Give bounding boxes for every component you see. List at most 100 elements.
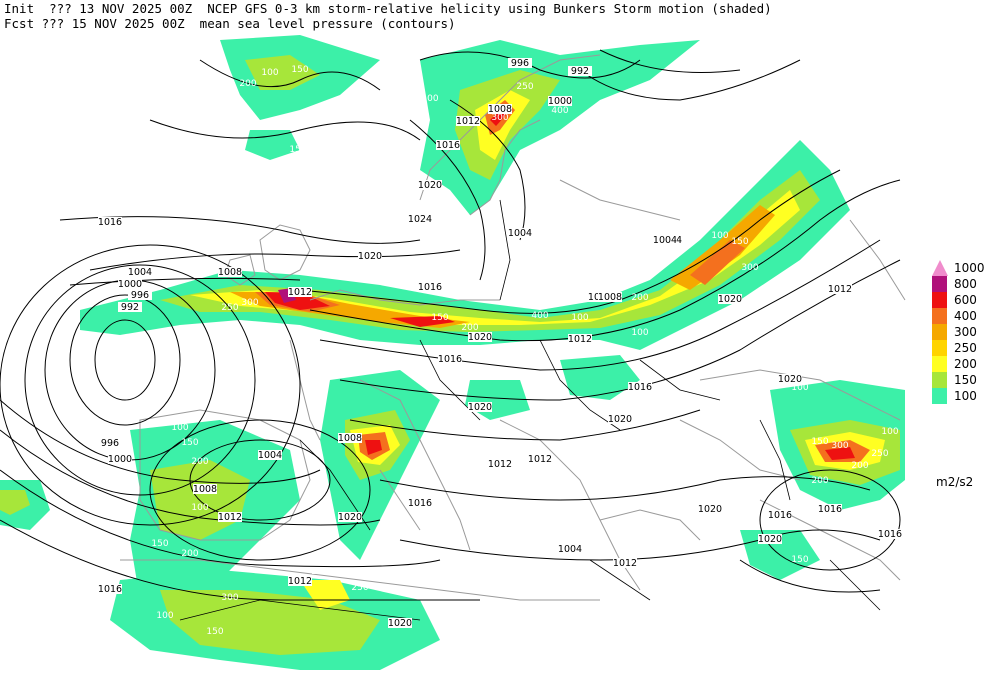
contour-label-bg (653, 235, 677, 245)
contour-label: 1012 (288, 287, 312, 298)
helicity-value-label: 100 (156, 611, 173, 621)
helicity-value-label: 150 (289, 145, 306, 155)
contour-label-bg (388, 618, 412, 628)
contour-label: 1020 (608, 414, 632, 425)
helicity-value-label: 200 (181, 549, 198, 559)
contour-label: 1016 (408, 498, 432, 509)
helicity-value-label: 200 (191, 457, 208, 467)
contour-label-bg (98, 438, 122, 448)
contour-label: 1020 (468, 402, 492, 413)
contour-label: 1020 (358, 251, 382, 262)
contour-label-bg (468, 402, 492, 412)
legend-label: 1000 (954, 261, 985, 275)
helicity-value-label: 150 (751, 133, 768, 143)
contour-label-bg (613, 558, 637, 568)
contour-label: 1016 (98, 584, 122, 595)
helicity-value-label: 200 (631, 293, 648, 303)
contour-label-bg (608, 414, 632, 424)
legend-level-800: 800 (928, 276, 1000, 292)
contour-label-bg (108, 454, 132, 464)
contour-label-bg (258, 450, 282, 460)
contour-label-bg (358, 251, 382, 261)
legend-level-400: 400 (928, 308, 1000, 324)
legend-swatch (932, 324, 947, 340)
helicity-value-label: 100 (171, 423, 188, 433)
helicity-value-label: 300 (831, 441, 848, 451)
contour-label-bg (418, 282, 442, 292)
contour-label: 1012 (528, 454, 552, 465)
helicity-value-label: 150 (291, 65, 308, 75)
contour-label-bg (456, 116, 480, 126)
contour-label: 1012 (288, 576, 312, 587)
contour-label: 1020 (778, 374, 802, 385)
contour-label-bg (408, 498, 432, 508)
contour-label: 1016 (818, 504, 842, 515)
contour-label: 1004 (508, 228, 532, 239)
contour-label: 1016 (628, 382, 652, 393)
helicity-value-label: 100 (791, 383, 808, 393)
legend-swatch (932, 372, 947, 388)
contour-label: 1020 (718, 294, 742, 305)
helicity-value-label: 100 (631, 328, 648, 338)
helicity-value-label: 200 (851, 461, 868, 471)
contour-label-bg (288, 576, 312, 586)
contour-label: 996 (101, 438, 119, 449)
helicity-value-label: 100 (571, 313, 588, 323)
legend-level-250: 250 (928, 340, 1000, 356)
contour-label-bg (118, 279, 142, 289)
helicity-value-label: 100 (421, 94, 438, 104)
contour-label: 1020 (758, 534, 782, 545)
helicity-value-label: 100 (191, 503, 208, 513)
helicity-value-label: 100 (711, 231, 728, 241)
contour-label: 1004 (558, 544, 582, 555)
helicity-value-label: 250 (351, 583, 368, 593)
contour-label-bg (338, 512, 362, 522)
contour-label-bg (468, 332, 492, 342)
helicity-value-label: 100 (881, 427, 898, 437)
contour-label: 1016 (436, 140, 460, 151)
helicity-value-label: 200 (461, 323, 478, 333)
contour-label-bg (778, 374, 802, 384)
helicity-value-label: 100 (261, 68, 278, 78)
helicity-value-label: 300 (491, 113, 508, 123)
contour-label-bg (718, 294, 742, 304)
contour-label: 1008 (488, 104, 512, 115)
helicity-value-label: 250 (606, 273, 623, 283)
contour-label-bg (528, 454, 552, 464)
contour-label: 1020 (698, 504, 722, 515)
helicity-value-label: 300 (641, 251, 658, 261)
legend-label: 600 (954, 293, 977, 307)
legend-swatch (932, 260, 948, 276)
contour-label: 996 (131, 290, 149, 301)
contour-label: 1000 (548, 96, 572, 107)
legend-swatch (932, 340, 947, 356)
contour-label: 1012 (488, 459, 512, 470)
contour-label-bg (628, 382, 652, 392)
contour-label: 1000 (108, 454, 132, 465)
contour-label-bg (488, 104, 512, 114)
helicity-value-label: 300 (241, 298, 258, 308)
contour-label-bg (438, 354, 462, 364)
legend-swatch (932, 308, 947, 324)
helicity-value-label: 400 (531, 311, 548, 321)
contour-label: 1024 (408, 214, 432, 225)
pressure-contour-labels: 9969921000100410081012101610201024101610… (98, 58, 902, 629)
helicity-value-label: 200 (811, 476, 828, 486)
contour-label-bg (508, 228, 532, 238)
contour-label-bg (558, 544, 582, 554)
contour-label: 1012 (828, 284, 852, 295)
helicity-value-label: 250 (221, 303, 238, 313)
helicity-shading (0, 35, 905, 670)
legend-units: m2/s2 (936, 475, 974, 489)
helicity-value-label: 400 (551, 106, 568, 116)
contour-label-bg (548, 96, 572, 106)
contour-label-bg (698, 504, 722, 514)
contour-label-bg (193, 484, 217, 494)
contour-label-bg (488, 459, 512, 469)
contour-label-bg (828, 284, 852, 294)
contour-label: 1012 (218, 512, 242, 523)
legend-swatch (932, 356, 947, 372)
helicity-value-label: 250 (871, 449, 888, 459)
helicity-value-label: 150 (791, 555, 808, 565)
